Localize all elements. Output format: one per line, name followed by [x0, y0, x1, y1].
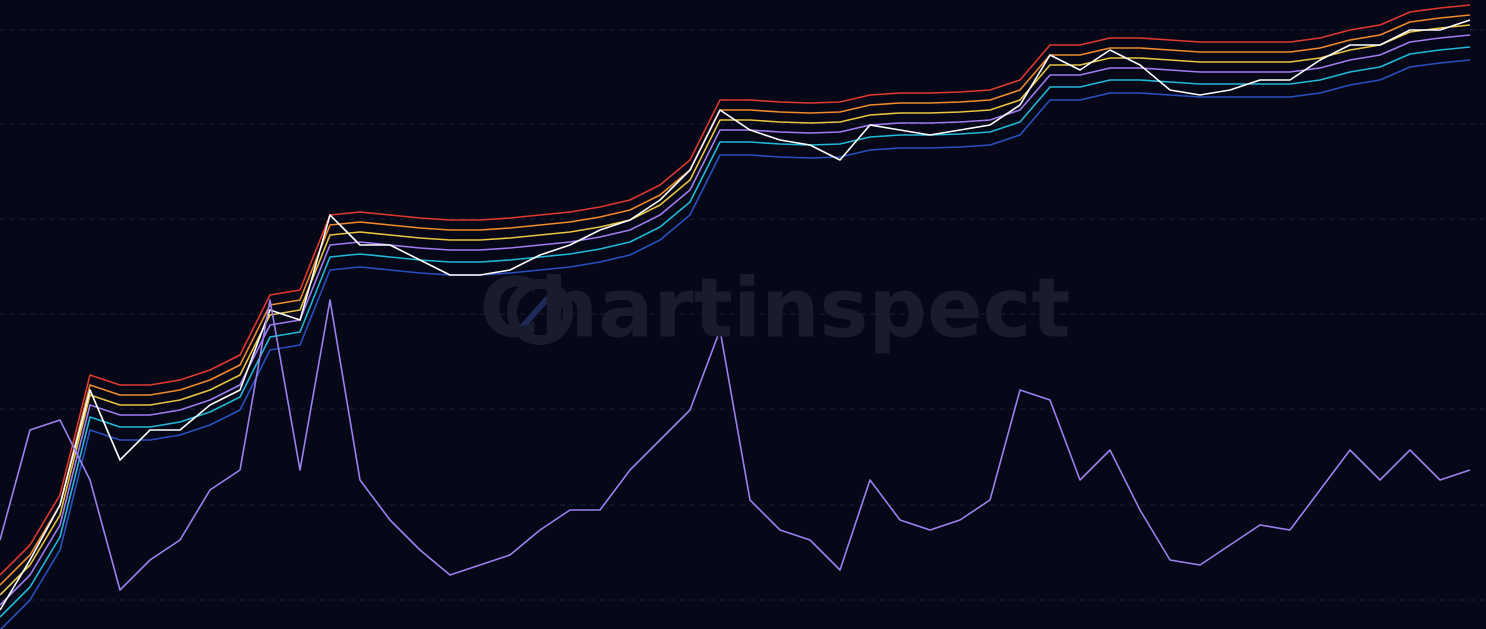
- watermark: Chartinspect: [480, 261, 1071, 356]
- series-line: [0, 4, 1471, 576]
- series-line: [0, 14, 1471, 586]
- series-line: [0, 299, 1471, 591]
- watermark-logo: [507, 279, 573, 345]
- series-line: [0, 59, 1471, 629]
- series-line: [0, 46, 1471, 618]
- series-line: [0, 19, 1471, 611]
